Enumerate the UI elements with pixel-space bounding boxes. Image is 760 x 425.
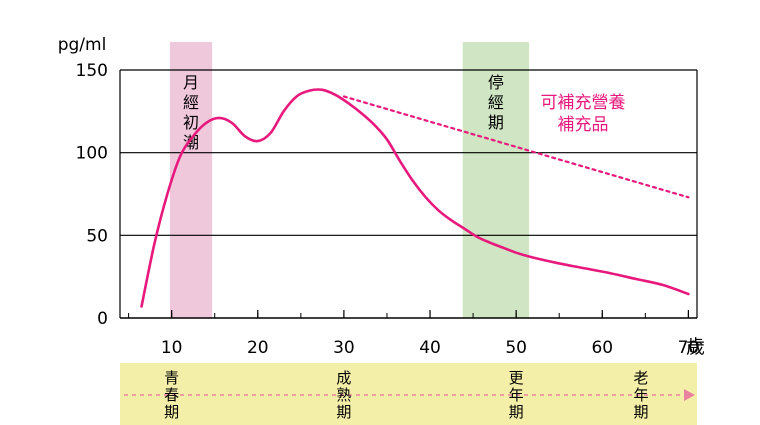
grid-layer: 0 50 100 150 10 20 30 40 50 60 70	[76, 61, 700, 358]
series-layer	[140, 88, 690, 308]
maturity-stage-char: 成	[336, 369, 351, 387]
x-tick-label: 10	[161, 338, 183, 358]
menarche-label-char: 月	[183, 73, 199, 92]
y-tick-label: 0	[97, 309, 108, 329]
x-tick-label: 70	[678, 338, 700, 358]
menopause-label-char: 期	[488, 113, 504, 132]
menopause-stage-char: 更	[509, 369, 524, 387]
x-tick-label: 60	[591, 338, 613, 358]
youth-stage-char: 春	[164, 386, 179, 404]
y-tick-label: 50	[86, 226, 108, 246]
youth-stage-char: 青	[164, 369, 179, 387]
menopause-band	[462, 42, 530, 318]
annotation-line-1: 可補充營養	[541, 93, 626, 113]
x-tick-label: 20	[247, 338, 269, 358]
youth-stage-char: 期	[164, 403, 179, 421]
menopause-label-char: 停	[488, 73, 504, 92]
menarche-label-char: 經	[183, 93, 199, 112]
x-unit-label: 歲	[686, 336, 705, 358]
estrogen-level-line	[140, 88, 690, 308]
menarche-band	[169, 42, 213, 318]
menarche-label-char: 潮	[183, 133, 199, 152]
x-tick-label: 40	[419, 338, 441, 358]
annotation-layer: 可補充營養 補充品	[541, 93, 626, 135]
maturity-stage-char: 期	[336, 403, 351, 421]
old-age-stage-char: 年	[634, 386, 649, 404]
y-unit-label: pg/ml	[58, 35, 107, 55]
life-stage-band	[120, 363, 697, 425]
axis-layer: pg/ml 歲	[58, 35, 705, 358]
maturity-stage-char: 熟	[336, 386, 351, 404]
menopause-stage-char: 年	[509, 386, 524, 404]
y-tick-label: 100	[76, 144, 108, 164]
y-tick-label: 150	[76, 61, 108, 81]
menopause-stage-char: 期	[509, 403, 524, 421]
annotation-line-2: 補充品	[558, 115, 609, 135]
old-age-stage-char: 期	[634, 403, 649, 421]
x-tick-label: 30	[333, 338, 355, 358]
old-age-stage-char: 老	[634, 369, 649, 387]
menarche-label-char: 初	[183, 113, 199, 132]
menopause-label-char: 經	[488, 93, 504, 112]
life-stage-arrow-head	[684, 389, 695, 401]
x-tick-label: 50	[505, 338, 527, 358]
